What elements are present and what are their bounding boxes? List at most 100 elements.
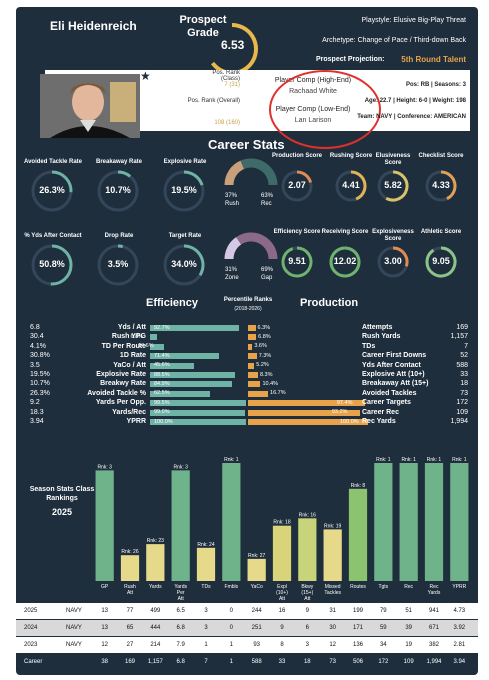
table-cell: 51	[405, 608, 412, 614]
rank-bar	[323, 529, 342, 581]
efficiency-label: Breakwy Rate	[100, 380, 146, 388]
rank-bar	[374, 463, 393, 581]
efficiency-value: 3.94	[30, 418, 44, 425]
production-value: 73	[460, 389, 468, 397]
production-percentile-bar	[248, 400, 365, 407]
table-cell: 31	[329, 608, 336, 614]
percentile-text: 6.8%	[130, 333, 144, 340]
production-percentile-bar	[248, 325, 256, 331]
production-label: Avoided Tackles	[362, 389, 417, 397]
score-ring-value: 2.07	[288, 180, 306, 190]
production-value: 52	[460, 352, 468, 360]
table-team: NAVY	[66, 625, 82, 631]
rank-bar	[120, 555, 140, 581]
rank-label: Rnk: 23	[147, 538, 164, 544]
rank-label: Rnk: 1	[452, 457, 467, 463]
table-cell: 59	[379, 625, 387, 631]
table-row: 2025 NAVY 13 77 499 6.5 3 0 244 16 9 31 199 79 51 941 4.…	[16, 603, 478, 619]
rank-bar	[171, 470, 190, 581]
table-row: Career 38 169 1,157 6.8 7 1 588 33 18 73 506 172 109 1…	[16, 654, 478, 670]
table-cell: 3.92	[453, 625, 466, 631]
class-rank-label: Pos. Rank (Class)	[212, 70, 240, 82]
rank-label: Rnk: 3	[97, 464, 112, 470]
efficiency-value: 30.8%	[30, 352, 50, 360]
bio-pos: Pos: RB | Seasons: 3	[405, 82, 466, 88]
category-label: Routes	[350, 584, 366, 590]
table-cell: 3	[204, 625, 208, 631]
table-cell: 18	[303, 659, 311, 665]
rank-label: Rnk: 16	[299, 512, 316, 518]
table-row: 2023 NAVY 12 27 214 7.9 1 1 93 8 3 12 136 34 19 382 2.81	[16, 637, 478, 653]
percentile-text: 99.5%	[154, 399, 170, 406]
projection-label: Prospect Projection:	[316, 56, 385, 63]
rate-ring	[31, 170, 73, 212]
production-percentile-text: 93.2%	[331, 409, 348, 416]
class-rank-title: Season Stats Class Rankings	[29, 486, 95, 502]
donut-label: 69%	[261, 267, 274, 273]
efficiency-label: Yds / Att	[117, 324, 146, 331]
table-cell: 1	[229, 659, 233, 665]
rank-label: Rnk: 18	[273, 520, 290, 526]
efficiency-label: Explosive Rate	[96, 371, 146, 378]
score-ring	[425, 170, 457, 202]
production-percentile-bar	[248, 362, 255, 369]
rate-ring	[163, 170, 205, 212]
score-ring-value: 12.02	[333, 256, 357, 266]
percentile-bar	[150, 334, 157, 341]
efficiency-label: Yards Per Opp.	[95, 399, 146, 407]
production-percentile-bar	[248, 381, 261, 388]
rank-label: Rnk: 1	[427, 457, 442, 463]
donut-label: 37%	[225, 193, 238, 199]
rate-ring-label: % Yds After Contact	[24, 233, 82, 239]
efficiency-value: 3.5	[30, 361, 40, 369]
score-label: Explosiveness Score	[372, 229, 414, 242]
score-ring-value: 5.82	[384, 180, 402, 190]
table-cell: 109	[403, 659, 414, 665]
percentile-text: 84.9%	[154, 380, 170, 387]
score-ring-value: 9.05	[432, 256, 450, 266]
rank-bar	[247, 558, 266, 581]
table-cell: 12	[101, 642, 108, 648]
percentile-text: 62.5%	[154, 390, 170, 397]
efficiency-label: Rush YPG	[111, 333, 146, 341]
production-percentile-text: 8.3%	[259, 371, 273, 378]
production-percentile-text: 5.2%	[256, 362, 269, 369]
category-label: Rush Att	[124, 584, 136, 596]
table-cell: 27	[126, 642, 134, 648]
table-cell: 244	[251, 608, 262, 614]
efficiency-value: 4.1%	[30, 342, 46, 350]
table-cell: 6.8	[176, 659, 185, 665]
efficiency-label: 1D Rate	[119, 352, 146, 360]
production-label: Attempts	[362, 324, 393, 331]
production-value: 1,157	[450, 333, 468, 341]
efficiency-value: 26.3%	[30, 389, 50, 397]
production-value: 588	[456, 361, 468, 369]
table-team: NAVY	[66, 608, 82, 614]
table-cell: 34	[379, 642, 387, 648]
percentile-bar	[150, 400, 246, 407]
table-cell: 39	[405, 625, 412, 631]
rate-ring-value: 3.5%	[107, 259, 129, 269]
production-percentile-bar	[248, 353, 257, 360]
production-label: Breakaway Att (15+)	[362, 380, 429, 388]
table-cell: 6.8	[176, 625, 185, 631]
rate-ring	[97, 244, 139, 286]
production-label: Career First Downs	[362, 352, 427, 360]
table-cell: 6.5	[176, 608, 185, 614]
table-cell: 7.9	[176, 642, 185, 648]
score-label: Checklist Score	[418, 153, 464, 159]
table-cell: 588	[251, 659, 262, 665]
efficiency-value: 19.5%	[30, 371, 50, 378]
split-donut	[224, 158, 278, 186]
table-cell: 382	[428, 642, 439, 648]
rank-label: Rnk: 1	[376, 457, 391, 463]
table-cell: 172	[378, 659, 389, 665]
score-ring	[377, 170, 409, 202]
rate-ring-label: Target Rate	[168, 233, 202, 239]
table-cell: 3	[204, 608, 208, 614]
percentile-text: 100.0%	[154, 418, 173, 425]
table-year: Career	[24, 659, 43, 665]
donut-label: Rec	[261, 201, 272, 207]
efficiency-label: Yards/Rec	[112, 408, 146, 416]
efficiency-value: 9.2	[30, 399, 40, 407]
